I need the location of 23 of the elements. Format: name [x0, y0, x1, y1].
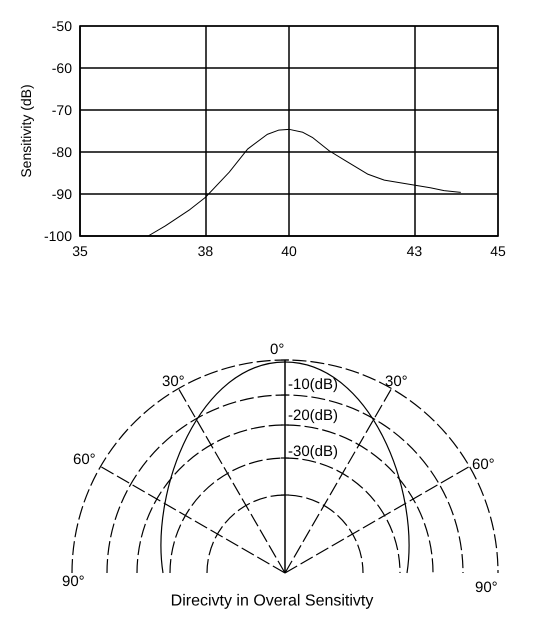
x-tick-label: 43: [406, 243, 422, 259]
y-tick-label: -100: [44, 228, 72, 244]
text: 0°: [270, 341, 284, 358]
text: -30(dB): [288, 443, 338, 460]
y-tick-label: -50: [52, 18, 72, 34]
x-tick-label: 40: [281, 243, 297, 259]
text: Direcivty in Overal Sensitivty: [170, 592, 374, 610]
text: 60°: [472, 456, 495, 473]
text: 90°: [62, 573, 85, 590]
text: 30°: [162, 373, 185, 390]
text: 30°: [385, 373, 408, 390]
text: -20(dB): [288, 407, 338, 424]
x-tick-label: 45: [490, 243, 506, 259]
x-tick-label: 35: [72, 243, 88, 259]
text: 90°: [475, 579, 498, 596]
y-tick-label: -70: [52, 102, 72, 118]
text: 60°: [73, 451, 96, 468]
x-tick-label: 38: [198, 243, 214, 259]
y-tick-label: -90: [52, 186, 72, 202]
text: -10(dB): [288, 376, 338, 393]
y-axis-title: Sensitivity (dB): [18, 84, 34, 178]
y-tick-label: -80: [52, 144, 72, 160]
y-tick-label: -60: [52, 60, 72, 76]
